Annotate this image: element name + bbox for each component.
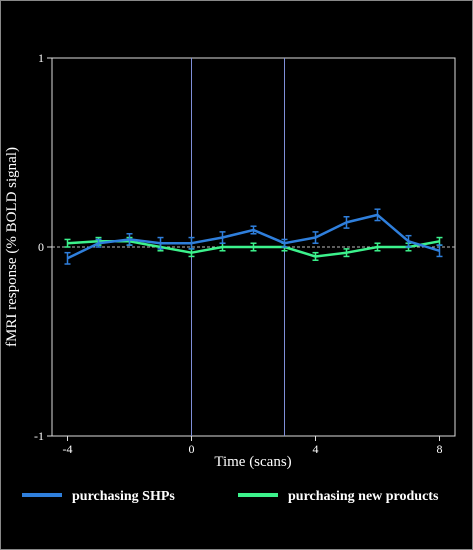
x-tick-label: 8 [437, 442, 443, 456]
x-axis-ticks: -4 0 4 8 [63, 436, 443, 456]
x-axis-title: Time (scans) [214, 454, 291, 470]
legend: purchasing SHPs purchasing new products [22, 489, 439, 504]
y-tick-label: 0 [38, 240, 44, 254]
series-line [66, 213, 440, 260]
series-layer [64, 208, 443, 265]
y-axis-title: fMRI response (% BOLD signal) [4, 147, 20, 347]
legend-label-shps: purchasing SHPs [72, 489, 175, 504]
legend-label-new-products: purchasing new products [288, 489, 439, 504]
x-tick-label: 4 [313, 442, 319, 456]
y-tick-label: -1 [34, 429, 44, 443]
y-tick-label: 1 [38, 51, 44, 65]
x-tick-label: 0 [189, 442, 195, 456]
y-axis-ticks: -1 0 1 [34, 51, 52, 443]
series-0 [64, 208, 443, 265]
x-tick-label: -4 [63, 442, 73, 456]
